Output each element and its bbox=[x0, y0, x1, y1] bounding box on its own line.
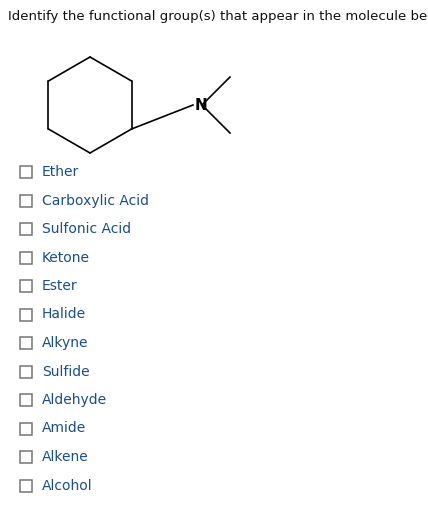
Bar bbox=[20, 280, 32, 292]
Bar bbox=[20, 223, 32, 235]
Bar bbox=[20, 479, 32, 491]
Bar bbox=[20, 252, 32, 264]
Text: Aldehyde: Aldehyde bbox=[42, 393, 107, 407]
Text: Amide: Amide bbox=[42, 422, 86, 436]
Bar bbox=[20, 394, 32, 406]
Bar bbox=[20, 194, 32, 206]
Bar bbox=[20, 422, 32, 435]
Text: Identify the functional group(s) that appear in the molecule below.: Identify the functional group(s) that ap… bbox=[8, 10, 428, 23]
Text: Ketone: Ketone bbox=[42, 251, 90, 265]
Bar bbox=[20, 366, 32, 378]
Text: Sulfonic Acid: Sulfonic Acid bbox=[42, 222, 131, 236]
Text: N: N bbox=[195, 98, 208, 112]
Text: Alkyne: Alkyne bbox=[42, 336, 89, 350]
Text: Alcohol: Alcohol bbox=[42, 478, 92, 492]
Text: Carboxylic Acid: Carboxylic Acid bbox=[42, 193, 149, 207]
Text: Halide: Halide bbox=[42, 307, 86, 321]
Bar bbox=[20, 451, 32, 463]
Bar bbox=[20, 166, 32, 178]
Text: Ester: Ester bbox=[42, 279, 77, 293]
Text: Sulfide: Sulfide bbox=[42, 365, 89, 379]
Bar bbox=[20, 337, 32, 349]
Text: Alkene: Alkene bbox=[42, 450, 89, 464]
Text: Ether: Ether bbox=[42, 165, 79, 179]
Bar bbox=[20, 308, 32, 320]
